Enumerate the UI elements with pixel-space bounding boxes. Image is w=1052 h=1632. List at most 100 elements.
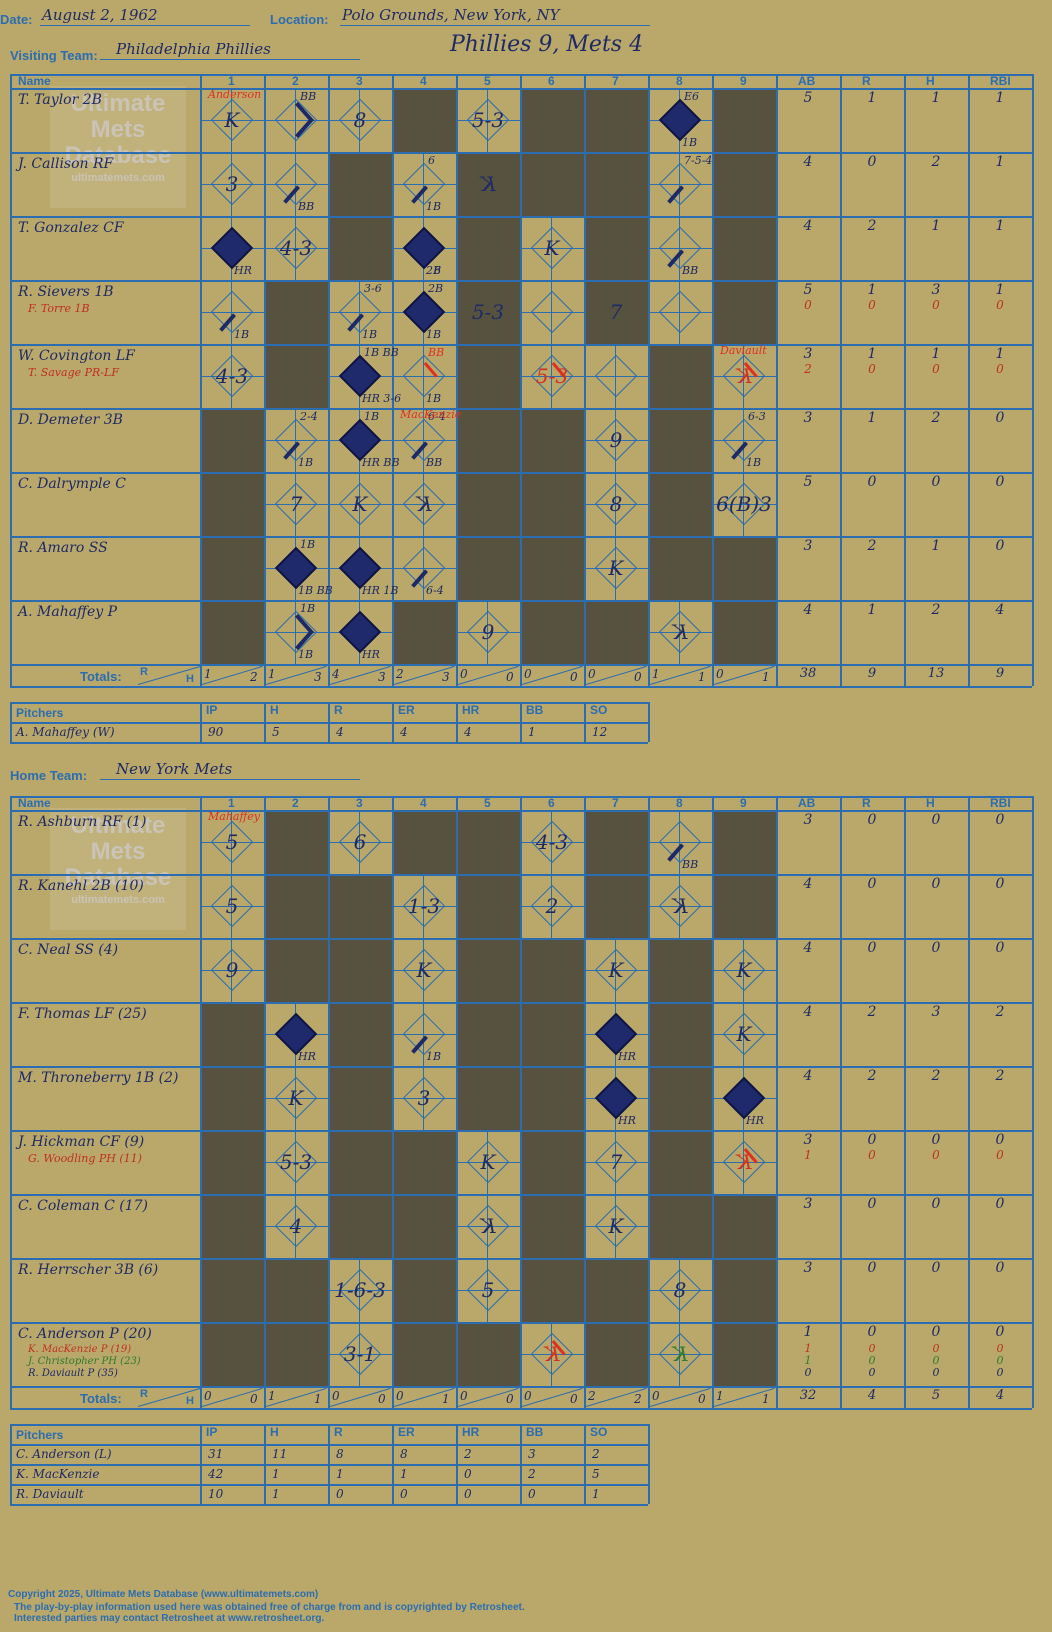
play-result: K [544,236,560,260]
play-result: K [608,958,624,982]
inning-runs-total: 2 [396,667,404,681]
pitcher-stat: 11 [272,1447,288,1461]
grid-line [200,970,264,971]
grid-line [648,1354,712,1355]
pitcher-change-note: Anderson [208,88,262,101]
play-result: 3 [417,1086,431,1110]
column-divider [968,74,970,686]
pitcher-stat-header: R [334,703,343,717]
hit-notation: 1B [426,392,442,405]
play-result: 1-3 [407,894,441,918]
base-path-diamond [530,290,574,334]
stat-header-rbi: RBI [990,74,1011,88]
grid-line [584,1226,648,1227]
pitcher-col-line [10,1424,12,1504]
play-result: 6(B)3 [716,492,772,516]
column-divider [776,796,778,1408]
player-stat: 3 [803,812,813,828]
inning-header-8: 8 [676,796,683,810]
hit-notation: BB [682,858,699,871]
unused-inning-cell [648,472,712,536]
substitute-stat: 0 [804,1366,812,1379]
inning-hits-total: 3 [314,670,322,684]
grid-line [328,1354,392,1355]
inning-hits-total: 2 [634,1392,642,1406]
play-result: 3-1 [343,1342,377,1366]
unused-inning-cell [392,600,456,664]
column-divider [10,796,12,1408]
inning-hits-total: 3 [378,670,386,684]
unused-inning-cell [584,1322,648,1386]
player-name: R. Herrscher 3B (6) [18,1262,159,1278]
player-stat: 0 [867,876,877,892]
hit-notation: BB [298,200,315,213]
grid-line [456,1226,520,1227]
base-path-diamond [594,1012,638,1056]
player-stat: 0 [931,1260,941,1276]
grid-line [648,632,712,633]
totals-hits-label: H [186,673,194,685]
player-stat: 2 [931,154,941,170]
unused-inning-cell [456,1066,520,1130]
pitcher-change-note: MacKenzie [400,408,462,421]
play-result: 8 [353,108,367,132]
play-notation: 2-4 [300,410,318,423]
inning-header-2: 2 [292,796,299,810]
inning-runs-total: 1 [716,1389,724,1403]
grid-line [584,440,648,441]
unused-inning-cell [712,216,776,280]
play-notation: 2B [428,282,444,295]
pitcher-stat-header: ER [398,1425,415,1439]
play-result: K [672,1342,688,1366]
player-name: R. Ashburn RF (1) [18,814,147,830]
player-stat: 0 [867,812,877,828]
player-stat: 1 [867,282,877,298]
player-name: F. Thomas LF (25) [18,1006,147,1022]
player-stat: 2 [931,410,941,426]
substitute-stat: 0 [996,362,1004,376]
stat-header-r: R [862,796,871,810]
unused-inning-cell [520,536,584,600]
unused-inning-cell [712,600,776,664]
bottom-border [10,1408,1032,1410]
unused-inning-cell [456,216,520,280]
play-result: 3 [225,172,239,196]
player-stat: 2 [931,1068,941,1084]
pitcher-stat: 4 [400,725,408,739]
hit-notation: 2B [426,264,442,277]
unused-inning-cell [520,472,584,536]
player-stat: 0 [995,474,1005,490]
grid-line [200,184,264,185]
player-stat: 0 [995,538,1005,554]
play-result: K [672,620,688,644]
substitute-name: K. MacKenzie P (19) [28,1344,132,1355]
base-path-diamond [658,820,702,864]
unused-inning-cell [456,536,520,600]
grid-line [200,312,264,313]
retrosheet-line: The play-by-play information used here w… [14,1602,525,1613]
inning-header-9: 9 [740,796,747,810]
play-result: 5 [481,1278,495,1302]
unused-inning-cell [520,1002,584,1066]
unused-inning-cell [328,938,392,1002]
player-stat: 3 [931,1004,941,1020]
grid-line [648,312,712,313]
grid-line [456,120,520,121]
unused-inning-cell [712,1194,776,1258]
stat-header-rbi: RBI [990,796,1011,810]
unused-inning-cell [200,600,264,664]
team-total-stat: 5 [931,1388,941,1403]
substitute-stat: 0 [804,298,812,312]
grid-line [520,1354,584,1355]
player-stat: 4 [803,876,813,892]
pitcher-stat: 1 [272,1487,280,1501]
player-name: R. Kanehl 2B (10) [18,878,144,894]
grid-line [520,906,584,907]
team-total-stat: 4 [867,1388,877,1403]
hit-notation: BB [426,456,443,469]
player-stat: 1 [995,154,1005,170]
column-divider [456,74,458,686]
substitute-stat: 0 [996,1342,1004,1355]
play-notation: 1B [364,410,380,423]
unused-inning-cell [584,810,648,874]
